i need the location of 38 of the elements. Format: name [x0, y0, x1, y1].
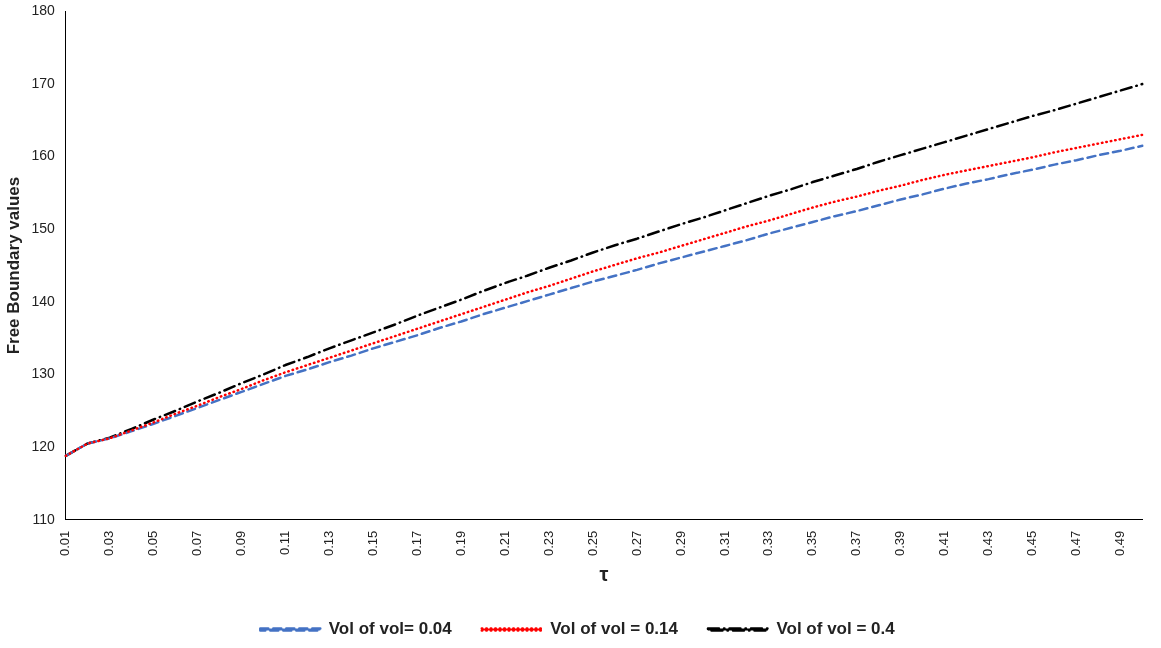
- y-tick-label: 130: [31, 365, 55, 382]
- x-tick-label: 0.47: [1068, 530, 1084, 557]
- x-tick-label: 0.09: [233, 530, 249, 557]
- y-tick-label: 170: [31, 74, 55, 91]
- x-tick-label: 0.19: [452, 530, 468, 557]
- x-tick-label: 0.41: [936, 530, 952, 557]
- x-tick-label: 0.33: [760, 530, 776, 557]
- x-tick-label: 0.05: [145, 530, 161, 557]
- x-tick-label: 0.35: [804, 530, 820, 557]
- x-tick-label: 0.07: [189, 530, 205, 557]
- x-tick-label: 0.37: [848, 530, 864, 557]
- x-axis-title: τ: [599, 562, 609, 585]
- x-tick-label: 0.01: [57, 530, 73, 557]
- x-tick-label: 0.49: [1112, 530, 1128, 557]
- x-tick-label: 0.29: [672, 530, 688, 557]
- x-tick-label: 0.23: [540, 530, 556, 557]
- x-tick-label: 0.31: [716, 530, 732, 557]
- y-tick-label: 120: [31, 437, 55, 454]
- legend-label: Vol of vol= 0.04: [328, 619, 453, 639]
- x-tick-label: 0.45: [1024, 530, 1040, 557]
- y-tick-label: 160: [31, 147, 55, 164]
- x-tick-label: 0.03: [101, 530, 117, 557]
- y-tick-label: 150: [31, 220, 55, 237]
- y-axis-title: Free Boundary values: [3, 176, 23, 355]
- legend-label: Vol of vol = 0.4: [776, 619, 896, 639]
- x-tick-label: 0.11: [277, 530, 293, 556]
- x-tick-label: 0.13: [321, 530, 336, 557]
- x-tick-label: 0.21: [496, 530, 512, 557]
- x-tick-label: 0.17: [408, 530, 424, 557]
- x-tick-label: 0.39: [892, 530, 908, 557]
- x-tick-label: 0.43: [980, 530, 996, 557]
- y-tick-label: 110: [32, 510, 55, 527]
- legend-label: Vol of vol = 0.14: [550, 619, 679, 639]
- x-tick-label: 0.27: [628, 530, 644, 557]
- y-tick-label: 180: [31, 2, 55, 19]
- x-tick-label: 0.15: [364, 530, 380, 557]
- y-tick-label: 140: [31, 292, 55, 309]
- x-tick-label: 0.25: [584, 530, 600, 557]
